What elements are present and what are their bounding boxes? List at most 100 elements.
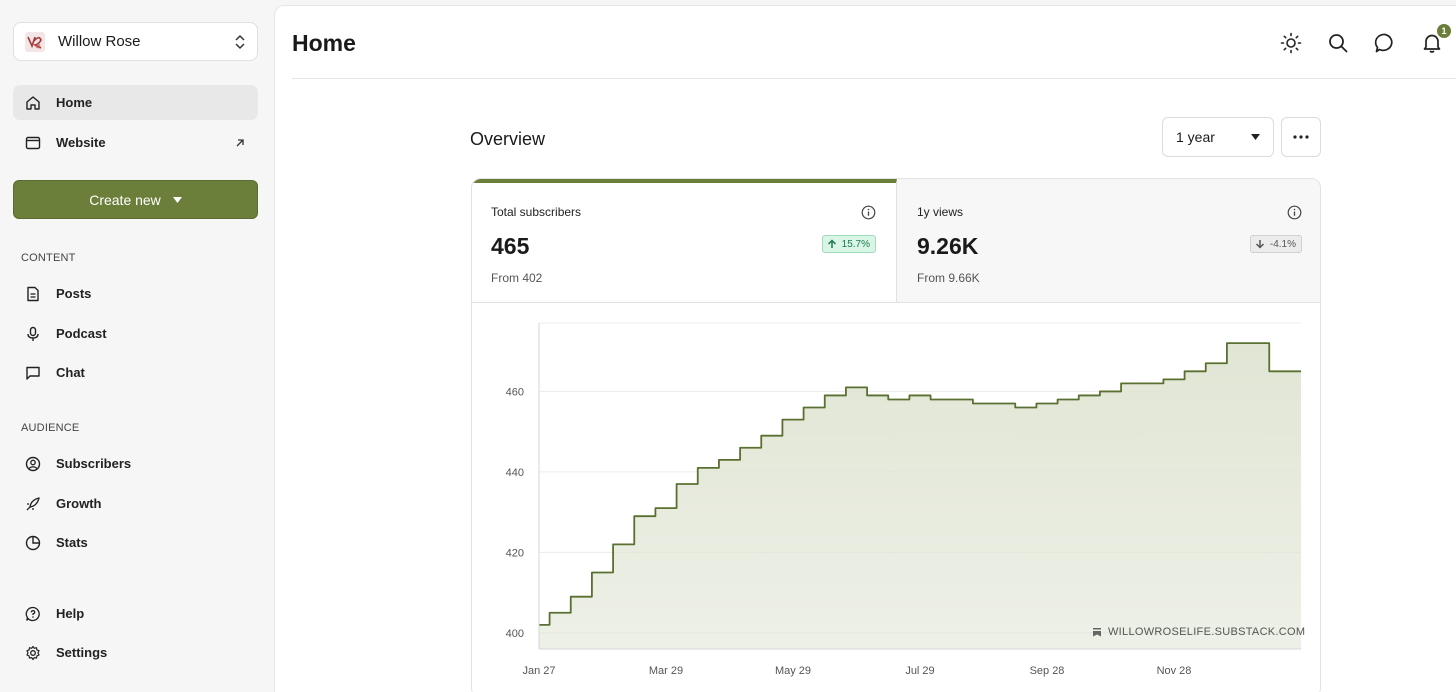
data-point (1174, 379, 1175, 380)
more-options-button[interactable] (1281, 117, 1321, 157)
document-icon (27, 286, 39, 301)
browser-icon (25, 136, 41, 149)
sidebar: Willow Rose Home Website Create new CONT… (0, 0, 272, 692)
create-new-button[interactable]: Create new (13, 180, 258, 219)
data-point (1131, 383, 1132, 384)
x-tick-label: Nov 28 (1157, 665, 1192, 677)
y-tick-label: 440 (506, 467, 524, 479)
data-point (1089, 395, 1090, 396)
data-point (1068, 399, 1069, 400)
nav-help[interactable]: Help (13, 596, 258, 631)
user-circle-icon (25, 456, 41, 471)
nav-chat[interactable]: Chat (13, 355, 258, 390)
stat-divider (472, 302, 1320, 303)
data-point (814, 407, 815, 408)
info-icon[interactable] (1287, 205, 1302, 220)
nav-subscribers[interactable]: Subscribers (13, 446, 258, 481)
search-icon[interactable] (1327, 32, 1349, 54)
info-icon[interactable] (861, 205, 876, 220)
data-point (644, 516, 645, 517)
x-tick-label: Mar 29 (649, 665, 683, 677)
x-tick-label: Jan 27 (522, 665, 555, 677)
data-point (729, 459, 730, 460)
bookmark-icon (1093, 628, 1101, 637)
content-section-label: CONTENT (21, 252, 76, 264)
data-point (983, 403, 984, 404)
microphone-icon (27, 326, 39, 341)
nav-podcast-label: Podcast (56, 326, 107, 341)
data-point (560, 612, 561, 613)
y-tick-label: 400 (506, 628, 524, 640)
bell-icon[interactable] (1421, 32, 1443, 54)
data-point (1237, 343, 1238, 344)
nav-podcast[interactable]: Podcast (13, 316, 258, 351)
chat-bubble-icon[interactable] (1374, 32, 1396, 54)
chat-icon (26, 366, 40, 380)
nav-stats[interactable]: Stats (13, 525, 258, 560)
create-new-label: Create new (89, 191, 161, 208)
data-point (793, 419, 794, 420)
more-horizontal-icon (1293, 135, 1309, 139)
watermark-text: WILLOWROSELIFE.SUBSTACK.COM (1108, 626, 1306, 638)
overview-card: Total subscribers 465 15.7% From 402 1y … (471, 178, 1321, 692)
arrow-down-icon (1255, 240, 1264, 249)
data-point (1025, 407, 1026, 408)
x-tick-label: Sep 28 (1030, 665, 1065, 677)
data-point (941, 399, 942, 400)
nav-stats-label: Stats (56, 535, 88, 550)
subscriber-chart[interactable]: 400 420 440 460 Jan 27 Mar 29 May 29 Jul 29 Sep … (472, 303, 1320, 692)
data-point (1110, 391, 1111, 392)
data-point (666, 508, 667, 509)
nav-posts-label: Posts (56, 286, 92, 301)
nav-growth[interactable]: Growth (13, 486, 258, 521)
nav-posts[interactable]: Posts (13, 276, 258, 311)
caret-down-icon (1251, 134, 1260, 140)
data-point (1004, 403, 1005, 404)
publication-name: Willow Rose (58, 33, 141, 50)
data-point (856, 387, 857, 388)
data-point (750, 447, 751, 448)
audience-section-label: AUDIENCE (21, 422, 80, 434)
chart-area (539, 343, 1301, 649)
data-point (687, 483, 688, 484)
data-point (602, 572, 603, 573)
arrow-up-icon (827, 239, 836, 248)
chart-svg: 400 420 440 460 Jan 27 Mar 29 May 29 Jul 29 Sep … (506, 322, 1302, 677)
y-tick-label: 460 (506, 386, 524, 398)
caret-down-icon (172, 196, 182, 203)
sun-icon[interactable] (1280, 32, 1302, 54)
stat-views[interactable]: 1y views 9.26K -4.1% From 9.66K (897, 179, 1320, 302)
change-value: 15.7% (841, 238, 870, 250)
publication-switcher[interactable]: Willow Rose (13, 22, 258, 61)
stat-total-subscribers[interactable]: Total subscribers 465 15.7% From 402 (472, 179, 897, 302)
data-point (708, 467, 709, 468)
rocket-icon (26, 496, 40, 510)
change-value: -4.1% (1269, 238, 1296, 250)
nav-subscribers-label: Subscribers (56, 456, 132, 471)
nav-settings-label: Settings (56, 645, 108, 660)
watermark: WILLOWROSELIFE.SUBSTACK.COM (1092, 626, 1305, 638)
data-point (581, 596, 582, 597)
overview-title: Overview (470, 129, 546, 149)
data-point (920, 395, 921, 396)
nav-website-label: Website (56, 135, 106, 150)
data-point (1279, 371, 1280, 372)
data-point (771, 435, 772, 436)
data-point (1301, 371, 1302, 372)
data-point (962, 399, 963, 400)
notification-badge: 1 (1436, 23, 1452, 39)
x-tick-label: Jul 29 (905, 665, 934, 677)
nav-growth-label: Growth (56, 496, 102, 511)
data-point (898, 399, 899, 400)
home-icon (26, 95, 40, 110)
stat-label: 1y views (917, 205, 964, 219)
data-point (1195, 371, 1196, 372)
data-point (1152, 383, 1153, 384)
nav-home[interactable]: Home (13, 85, 258, 120)
change-badge-down: -4.1% (1249, 235, 1302, 253)
nav-settings[interactable]: Settings (13, 635, 258, 670)
range-select[interactable]: 1 year (1162, 117, 1274, 157)
nav-chat-label: Chat (56, 365, 85, 380)
nav-website[interactable]: Website (13, 125, 258, 160)
change-badge-up: 15.7% (821, 235, 876, 253)
